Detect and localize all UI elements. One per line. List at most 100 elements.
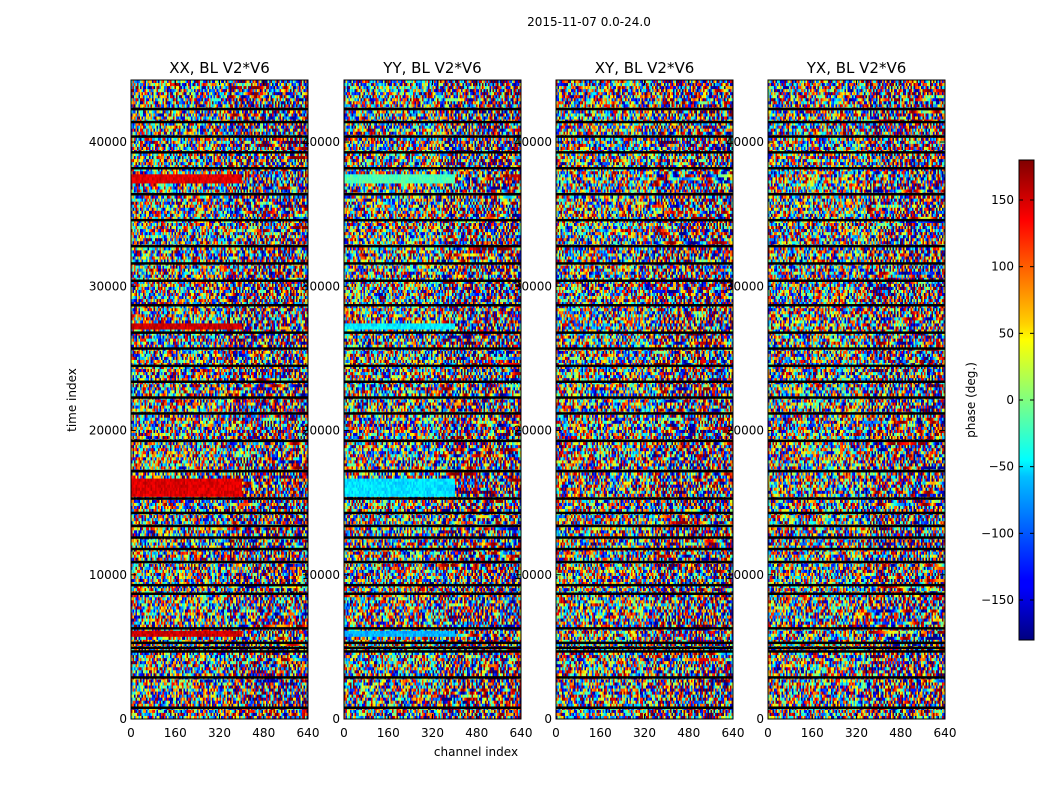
flag-line — [131, 135, 308, 138]
flag-line — [344, 627, 521, 630]
flag-line — [344, 365, 521, 368]
flag-line — [556, 525, 733, 528]
heatmap-image-xx — [131, 80, 308, 719]
x-tick-label: 160 — [164, 726, 187, 740]
x-tick-label: 0 — [764, 726, 772, 740]
flag-line — [768, 365, 945, 368]
x-tick-label: 480 — [677, 726, 700, 740]
flag-line — [344, 135, 521, 138]
x-tick-label: 640 — [510, 726, 533, 740]
flag-line — [768, 593, 945, 596]
x-tick-label: 640 — [722, 726, 745, 740]
flag-line — [344, 497, 521, 500]
flag-line — [344, 331, 521, 334]
flag-line — [344, 381, 521, 384]
colorbar-label: phase (deg.) — [964, 362, 978, 438]
heatmap-image-yy — [344, 80, 521, 719]
flag-line — [556, 627, 733, 630]
flag-line — [768, 219, 945, 222]
y-tick-label: 30000 — [89, 279, 127, 293]
flag-line — [556, 470, 733, 473]
y-axis-label: time index — [65, 368, 79, 432]
flag-line — [768, 396, 945, 399]
phase-waterfall-figure: 2015-11-07 0.0-24.0 XX, BL V2*V60 160 320 4… — [0, 0, 1050, 800]
flag-line — [556, 108, 733, 111]
panel-title-xy: XY, BL V2*V6 — [595, 59, 695, 77]
flag-line — [556, 707, 733, 710]
heatmap-image-xy — [556, 80, 733, 719]
x-tick-label: 480 — [889, 726, 912, 740]
flag-line — [556, 584, 733, 587]
flag-line — [131, 245, 308, 248]
y-tick-label: 40000 — [514, 135, 552, 149]
flag-line — [131, 676, 308, 679]
flag-line — [131, 525, 308, 528]
flag-line — [556, 304, 733, 307]
colorbar-tick-label: 100 — [991, 260, 1014, 274]
flag-line — [131, 331, 308, 334]
flag-line — [768, 412, 945, 415]
flag-line — [131, 642, 308, 645]
flag-line — [344, 584, 521, 587]
flag-line — [556, 593, 733, 596]
flag-line — [768, 347, 945, 350]
colorbar-tick-label: 150 — [991, 193, 1014, 207]
x-tick-label: 480 — [465, 726, 488, 740]
flag-line — [131, 470, 308, 473]
flag-line — [131, 121, 308, 124]
flag-line — [768, 470, 945, 473]
flag-line — [344, 245, 521, 248]
panel-xy: XY, BL V2*V60 160 320 480 640010000200003000… — [514, 59, 745, 740]
y-tick-label: 20000 — [726, 424, 764, 438]
flag-line — [556, 536, 733, 539]
flag-line — [344, 548, 521, 551]
flag-line — [344, 121, 521, 124]
y-tick-label: 40000 — [302, 135, 340, 149]
colorbar-tick-label: −150 — [981, 593, 1014, 607]
y-tick-label: 40000 — [726, 135, 764, 149]
flag-line — [131, 280, 308, 283]
x-tick-label: 480 — [252, 726, 275, 740]
flag-line — [768, 497, 945, 500]
flag-line — [556, 245, 733, 248]
y-tick-label: 0 — [756, 712, 764, 726]
panel-title-yy: YY, BL V2*V6 — [382, 59, 481, 77]
x-tick-label: 640 — [297, 726, 320, 740]
y-tick-label: 0 — [119, 712, 127, 726]
flag-line — [768, 584, 945, 587]
y-tick-label: 20000 — [302, 424, 340, 438]
flag-line — [131, 304, 308, 307]
flag-line — [344, 707, 521, 710]
flag-line — [768, 561, 945, 564]
figure-title: 2015-11-07 0.0-24.0 — [527, 15, 651, 29]
flag-line — [131, 347, 308, 350]
x-tick-label: 0 — [340, 726, 348, 740]
flag-line — [768, 707, 945, 710]
flag-line — [131, 512, 308, 515]
y-tick-label: 0 — [332, 712, 340, 726]
y-tick-label: 20000 — [89, 424, 127, 438]
flag-line — [131, 412, 308, 415]
flag-line — [768, 381, 945, 384]
flag-line — [556, 219, 733, 222]
flag-line — [556, 647, 733, 650]
flag-line — [131, 193, 308, 196]
panel-title-xx: XX, BL V2*V6 — [169, 59, 270, 77]
flag-line — [556, 262, 733, 265]
flag-line — [131, 650, 308, 653]
flag-line — [556, 151, 733, 154]
flag-line — [344, 525, 521, 528]
flag-line — [768, 193, 945, 196]
flag-line — [768, 440, 945, 443]
flag-line — [556, 121, 733, 124]
flag-line — [768, 536, 945, 539]
flag-line — [344, 593, 521, 596]
flag-line — [344, 151, 521, 154]
x-tick-label: 640 — [934, 726, 957, 740]
flag-line — [131, 647, 308, 650]
flag-line — [344, 304, 521, 307]
flag-line — [556, 331, 733, 334]
flag-line — [556, 650, 733, 653]
flag-line — [344, 108, 521, 111]
